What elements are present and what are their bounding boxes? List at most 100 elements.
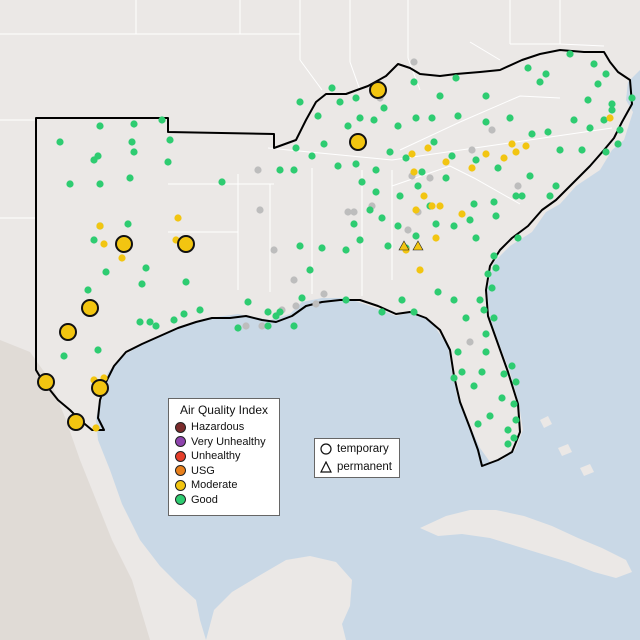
monitor-good [164,158,172,166]
monitor-good [430,138,438,146]
monitor-good [498,394,506,402]
usg-swatch [175,465,186,477]
monitor-no-data [468,146,476,154]
monitor-moderate [100,240,108,248]
monitor-moderate [420,192,428,200]
monitor-good [264,322,272,330]
land-islands [540,416,594,476]
monitor-good [394,222,402,230]
monitor-good [170,316,178,324]
monitor-good [130,148,138,156]
monitor-good [124,220,132,228]
region-outline [35,49,633,467]
monitor-no-data [488,126,496,134]
monitor-good [356,114,364,122]
monitor-good [454,348,462,356]
monitor-good [442,174,450,182]
monitor-moderate [508,140,516,148]
monitor-good [482,92,490,100]
monitor-no-data [404,226,412,234]
monitor-good [264,308,272,316]
monitor-good [556,146,564,154]
monitor-moderate [512,148,520,156]
monitor-no-data [254,166,262,174]
monitor-moderate [428,202,436,210]
monitor-good [546,192,554,200]
monitor-good [484,270,492,278]
monitor-good [152,322,160,330]
monitor-good [628,94,636,102]
monitor-good [136,318,144,326]
monitor-good [578,146,586,154]
monitor-good [352,160,360,168]
monitor-moderate [468,164,476,172]
monitor-good [142,264,150,272]
monitor-good [296,98,304,106]
monitor-good [518,192,526,200]
legend-label: Moderate [191,479,238,492]
monitor-good [510,434,518,442]
monitor-good [372,166,380,174]
temporary-monitor-moderate [115,235,133,253]
monitor-good [182,278,190,286]
monitor-good [396,192,404,200]
monitor-good [508,362,516,370]
monitor-good [514,234,522,242]
legend-label: Unhealthy [191,450,241,463]
monitor-good [56,138,64,146]
legend-label: Very Unhealthy [191,435,266,448]
monitor-good [130,120,138,128]
monitor-good [524,64,532,72]
monitor-good [614,140,622,148]
monitor-good [462,314,470,322]
monitor-good [358,178,366,186]
monitor-good [352,94,360,102]
monitor-good [566,50,574,58]
monitor-no-data [242,322,250,330]
monitor-good [318,244,326,252]
monitor-good [480,306,488,314]
monitor-good [290,166,298,174]
monitor-good [584,96,592,104]
monitor-good [102,268,110,276]
monitor-good [492,264,500,272]
monitor-moderate [174,214,182,222]
monitor-good [94,152,102,160]
monitor-no-data [312,300,320,308]
monitor-good [418,168,426,176]
monitor-good [570,116,578,124]
monitor-good [602,70,610,78]
monitor-good [450,296,458,304]
monitor-good [510,400,518,408]
monitor-good [386,148,394,156]
monitor-no-data [426,174,434,182]
temporary-monitor-moderate [349,133,367,151]
monitor-good [84,286,92,294]
monitor-good [60,352,68,360]
monitor-good [372,188,380,196]
monitor-good [234,324,242,332]
legend-item-hazardous: Hazardous [169,420,279,435]
monitor-good [414,182,422,190]
monitor-good [616,126,624,134]
circle-icon [320,443,332,455]
monitor-good [320,140,328,148]
monitor-good [402,154,410,162]
legend-item-permanent: permanent [315,459,399,475]
monitor-good [536,78,544,86]
legend-item-temporary: temporary [315,441,399,457]
legend-item-usg: USG [169,464,279,479]
monitor-moderate [500,154,508,162]
monitor-moderate [436,202,444,210]
monitor-good [366,206,374,214]
monitor-good [126,174,134,182]
monitor-good [158,116,166,124]
hazardous-swatch [175,421,186,433]
monitor-good [432,220,440,228]
monitor-good [436,92,444,100]
monitor-good [196,306,204,314]
monitor-good [218,178,226,186]
monitor-moderate [416,266,424,274]
monitor-good [500,370,508,378]
